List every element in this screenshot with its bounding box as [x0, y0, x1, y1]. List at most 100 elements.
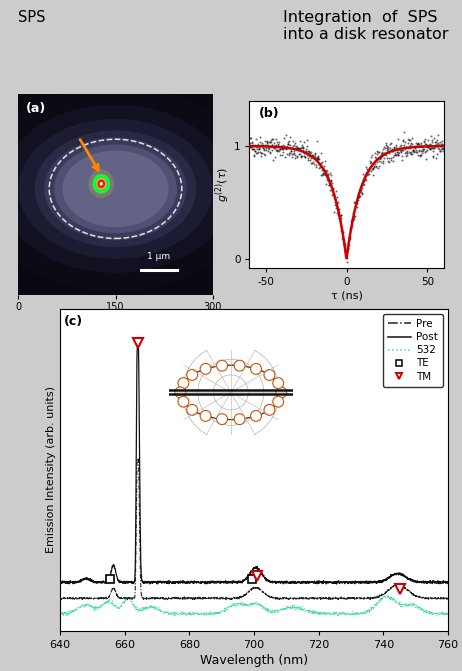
Point [300, 151, 308, 162]
Point [390, 150, 398, 160]
Point [252, 148, 259, 159]
Point [274, 137, 281, 148]
Point [333, 197, 340, 208]
Point [427, 143, 434, 154]
Point [414, 150, 422, 161]
Point [323, 173, 330, 184]
Point [254, 147, 261, 158]
Point [409, 145, 416, 156]
Point [371, 157, 378, 168]
Point [286, 150, 293, 161]
Point [296, 136, 304, 146]
Point [271, 141, 279, 152]
Point [415, 146, 423, 156]
Point [320, 168, 328, 179]
Point [291, 140, 298, 150]
Point [431, 139, 438, 150]
Point [311, 148, 319, 159]
Point [371, 156, 378, 166]
X-axis label: Intensity (kcps): Intensity (kcps) [75, 316, 156, 326]
Point [361, 174, 369, 185]
Point [295, 143, 302, 154]
Point [397, 140, 404, 151]
Point [283, 141, 291, 152]
Point [343, 253, 351, 264]
Point [299, 142, 307, 153]
Point [358, 187, 365, 198]
Point [384, 152, 391, 163]
Point [337, 209, 345, 220]
Point [304, 150, 311, 160]
Point [433, 135, 441, 146]
Point [424, 144, 431, 155]
Point [274, 139, 282, 150]
Point [273, 144, 280, 155]
Text: (a): (a) [26, 102, 47, 115]
Point [276, 144, 284, 154]
Point [328, 185, 336, 196]
Point [400, 144, 407, 155]
Point [299, 144, 307, 155]
Point [356, 191, 363, 201]
Point [405, 135, 412, 146]
Point [433, 148, 440, 159]
Point [364, 166, 371, 177]
Point [304, 146, 311, 156]
Point [374, 147, 382, 158]
Point [435, 130, 442, 140]
Point [289, 148, 297, 159]
Point [364, 169, 371, 180]
Point [257, 147, 265, 158]
Point [319, 168, 327, 179]
Point [392, 150, 400, 160]
Point [425, 140, 432, 150]
Point [278, 149, 286, 160]
Point [368, 149, 376, 160]
Point [293, 151, 300, 162]
Point [430, 146, 437, 157]
Point [349, 215, 357, 225]
Point [362, 170, 369, 180]
Point [347, 220, 354, 231]
Point [289, 149, 296, 160]
Point [301, 152, 308, 162]
Point [318, 164, 326, 175]
Point [337, 212, 344, 223]
Point [293, 151, 301, 162]
Point [416, 150, 424, 160]
Point [373, 162, 380, 172]
Point [367, 151, 374, 162]
Point [292, 143, 299, 154]
Point [324, 170, 332, 180]
Point [419, 148, 426, 158]
Point [362, 168, 370, 178]
Point [403, 150, 410, 160]
Point [305, 150, 313, 161]
Point [394, 145, 401, 156]
Point [338, 210, 345, 221]
Point [386, 148, 393, 158]
Point [254, 140, 261, 151]
Point [297, 142, 304, 153]
Point [278, 142, 285, 152]
Point [274, 144, 281, 155]
Point [290, 136, 297, 146]
Point [344, 242, 351, 253]
Point [338, 233, 346, 244]
Point [264, 136, 271, 147]
Point [268, 140, 276, 150]
Point [314, 136, 321, 147]
Point [316, 154, 323, 165]
Point [385, 157, 393, 168]
Point [325, 178, 333, 189]
Point [396, 144, 403, 155]
Legend: Pre, Post, 532, TE, TM: Pre, Post, 532, TE, TM [383, 314, 443, 386]
Point [286, 140, 293, 151]
Point [288, 151, 295, 162]
Point [378, 147, 386, 158]
Point [292, 152, 299, 163]
Point [258, 140, 266, 151]
Point [264, 146, 271, 156]
Point [398, 144, 406, 155]
Point [435, 140, 443, 150]
